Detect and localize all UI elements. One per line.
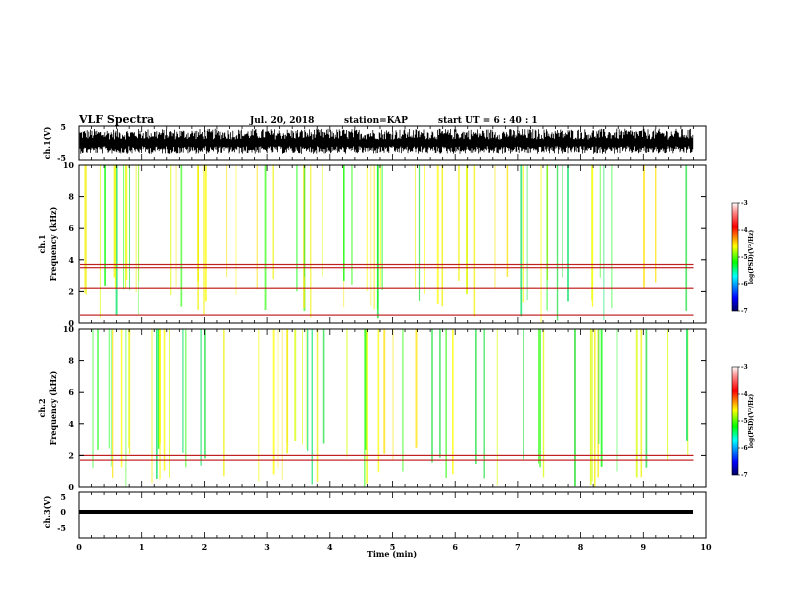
ch1-waveform-trace — [79, 128, 694, 154]
ch1-spectrogram-image — [80, 165, 694, 323]
ch1-ytick-top: 5 — [60, 122, 66, 132]
ch1-waveform-line — [79, 128, 694, 154]
figure-start-time: start UT = 6 : 40 : 1 — [438, 116, 538, 126]
ch1-waveform-ylabel: ch.1(V) — [42, 126, 52, 159]
ch1-ytick-bottom: -5 — [57, 153, 66, 163]
figure-date: Jul. 20, 2018 — [249, 116, 314, 126]
figure-title: VLF Spectra — [78, 113, 154, 126]
figure-station: station=KAP — [344, 116, 408, 126]
